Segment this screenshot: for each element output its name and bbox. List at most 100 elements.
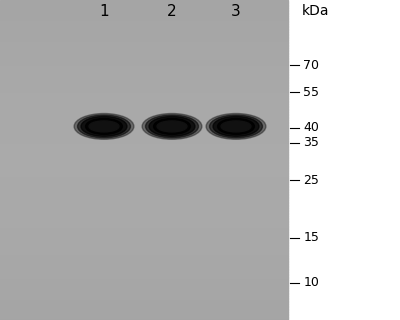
Bar [0,98,288,99]
Bar [0,267,288,269]
Text: 10: 10 [303,276,319,290]
Bar [0,112,288,114]
Bar [0,27,288,29]
Bar [0,86,288,88]
Bar [0,197,288,198]
Bar [0,253,288,254]
Bar [0,104,288,106]
Bar [0,3,288,5]
Bar [0,24,288,26]
Bar [0,189,288,190]
Bar [0,227,288,229]
Ellipse shape [221,121,251,132]
Bar [0,160,288,162]
Bar [0,75,288,77]
Bar [0,275,288,277]
Bar [0,163,288,165]
Bar [0,173,288,174]
Bar [0,170,288,171]
Bar [0,58,288,59]
Bar [0,235,288,237]
Bar [0,296,288,298]
Bar [0,250,288,251]
Bar [0,62,288,64]
Bar [0,90,288,91]
Bar [0,157,288,158]
Bar [0,34,288,35]
Bar [0,208,288,210]
Bar [0,314,288,315]
Bar [0,269,288,270]
Bar [0,216,288,218]
Bar [0,22,288,24]
Bar [0,306,288,307]
Bar [0,272,288,274]
Bar [0,70,288,72]
Bar [0,72,288,74]
Bar [0,230,288,232]
Bar [0,115,288,117]
Bar [0,125,288,126]
Bar [0,309,288,310]
Bar [0,144,288,146]
Bar [0,288,288,290]
Bar [0,11,288,13]
Bar [0,179,288,181]
Bar [0,82,288,83]
Bar [0,301,288,302]
Bar [0,50,288,51]
Bar [0,211,288,213]
Bar [0,59,288,61]
Bar [0,131,288,133]
Ellipse shape [146,115,198,138]
Bar [0,261,288,262]
Bar [0,128,288,130]
Text: 1: 1 [99,4,109,19]
Bar [0,286,288,288]
Bar [0,254,288,256]
Bar [0,26,288,27]
Bar [0,117,288,118]
Bar [0,278,288,280]
Bar [0,146,288,147]
Ellipse shape [81,116,127,136]
Ellipse shape [213,116,259,136]
Bar [0,285,288,286]
Bar [0,318,288,320]
Bar [0,176,288,178]
Ellipse shape [142,114,202,139]
Bar [0,187,288,189]
Bar [0,150,288,152]
Bar [0,69,288,70]
Bar [0,270,288,272]
Bar [0,126,288,128]
Bar [0,280,288,282]
Bar [0,290,288,291]
Text: 15: 15 [303,231,319,244]
Bar [0,238,288,240]
Bar [0,210,288,211]
Bar [0,38,288,40]
Bar [0,138,288,139]
Bar [0,141,288,142]
Bar [0,51,288,53]
Ellipse shape [210,115,262,138]
Bar [0,5,288,6]
Bar [0,120,288,122]
Bar [0,234,288,235]
Bar [0,130,288,131]
Bar [0,123,288,125]
Text: 2: 2 [167,4,177,19]
Bar [0,83,288,85]
Bar [0,181,288,182]
Bar [0,40,288,42]
Bar [0,155,288,157]
Bar [0,67,288,69]
Bar [0,274,288,275]
Bar [0,91,288,93]
Ellipse shape [89,121,119,132]
Bar [0,158,288,160]
Bar [0,200,288,202]
Bar [0,221,288,222]
Ellipse shape [157,121,187,132]
